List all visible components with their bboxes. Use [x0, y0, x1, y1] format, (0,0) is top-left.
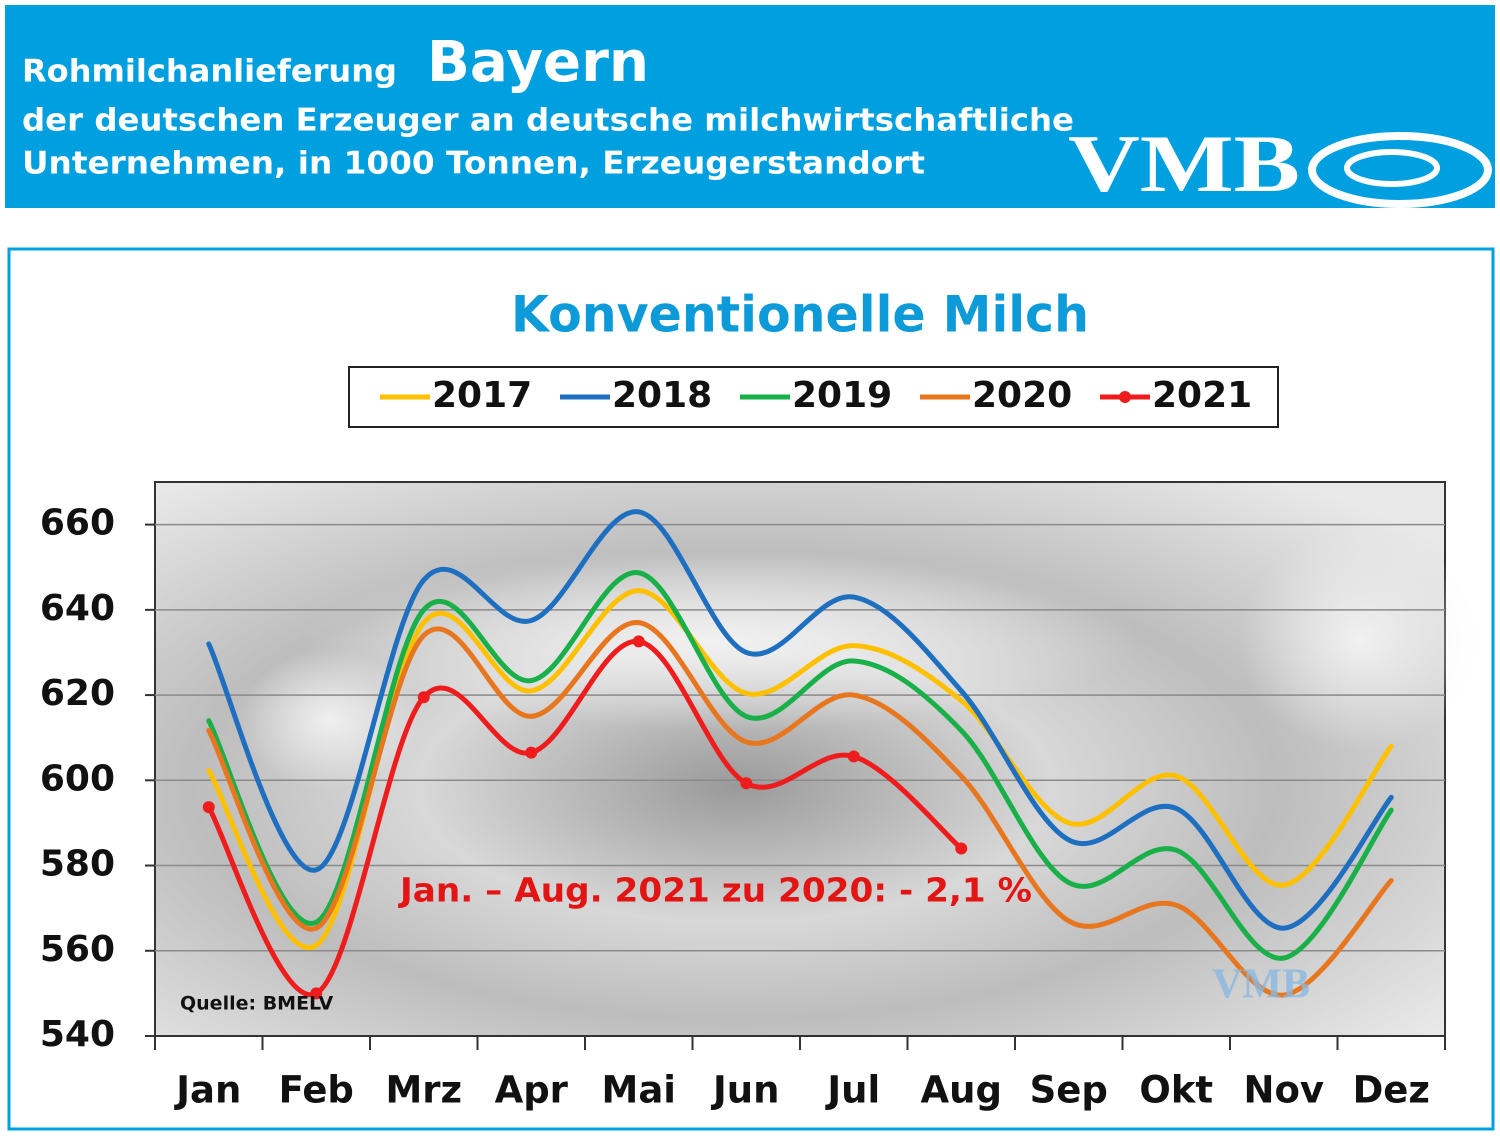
- legend-label: 2019: [792, 375, 892, 416]
- x-tick-label: Mai: [602, 1069, 676, 1112]
- annotation: Jan. – Aug. 2021 zu 2020: - 2,1 %: [398, 871, 1032, 910]
- logo-swirl: [1344, 149, 1440, 187]
- header-region: Bayern: [427, 30, 649, 95]
- series-marker: [202, 801, 215, 814]
- x-tick-label: Okt: [1139, 1069, 1213, 1112]
- legend-label: 2020: [972, 375, 1072, 416]
- series-marker: [955, 842, 968, 855]
- chart-title: Konventionelle Milch: [511, 286, 1089, 344]
- y-tick-label: 600: [40, 758, 115, 799]
- series-marker: [847, 750, 860, 763]
- logo-swirl: [1308, 132, 1492, 208]
- legend-label: 2021: [1152, 375, 1252, 416]
- x-tick-label: Apr: [495, 1069, 569, 1112]
- x-tick-label: Jan: [173, 1069, 241, 1112]
- x-tick-label: Sep: [1030, 1069, 1108, 1112]
- splash: [1240, 530, 1480, 750]
- series-marker: [632, 635, 645, 648]
- source-note: Quelle: BMELV: [180, 993, 334, 1015]
- x-tick-label: Feb: [279, 1069, 354, 1112]
- y-tick-label: 560: [40, 929, 115, 970]
- x-tick-label: Jun: [710, 1069, 779, 1112]
- header-band: [5, 5, 1495, 208]
- plot-background: [154, 481, 1480, 1037]
- header-title: Rohmilchanlieferung: [22, 54, 397, 90]
- series-line: [206, 570, 1394, 961]
- legend-marker: [1119, 391, 1131, 403]
- x-tick-label: Jul: [824, 1069, 880, 1112]
- y-tick-label: 660: [40, 503, 115, 544]
- series-line: [206, 620, 1394, 998]
- y-tick-label: 540: [40, 1014, 115, 1055]
- header-subtitle: Unternehmen, in 1000 Tonnen, Erzeugersta…: [22, 146, 925, 182]
- y-tick-label: 640: [40, 588, 115, 629]
- legend-label: 2018: [612, 375, 712, 416]
- x-tick-label: Nov: [1243, 1069, 1324, 1112]
- header-logo: VMB: [1068, 118, 1300, 209]
- series-line: [206, 509, 1394, 931]
- x-tick-label: Dez: [1353, 1069, 1430, 1112]
- x-tick-label: Mrz: [385, 1069, 462, 1112]
- series-marker: [310, 987, 323, 1000]
- watermark-logo: VMB: [1212, 962, 1310, 1008]
- header-subtitle: der deutschen Erzeuger an deutsche milch…: [22, 103, 1074, 139]
- series-marker: [740, 777, 753, 790]
- legend-label: 2017: [432, 375, 532, 416]
- y-tick-label: 620: [40, 673, 115, 714]
- series-marker: [525, 746, 538, 759]
- x-tick-label: Aug: [921, 1069, 1002, 1112]
- y-tick-label: 580: [40, 844, 115, 885]
- series-marker: [417, 691, 430, 704]
